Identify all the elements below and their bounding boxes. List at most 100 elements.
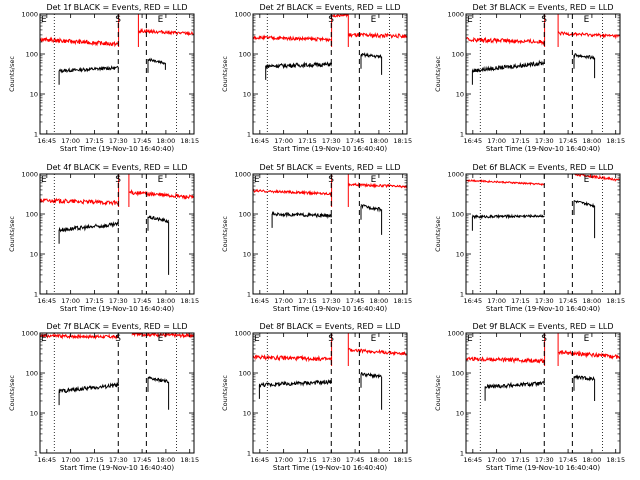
x-tick-label: 17:15	[298, 297, 317, 305]
y-tick-label: 1000	[447, 171, 464, 179]
x-tick-label: 16:45	[37, 456, 56, 464]
x-axis-label: Start Time (19-Nov-10 16:40:40)	[60, 305, 174, 313]
y-tick-label: 100	[26, 370, 38, 378]
x-tick-label: 17:15	[85, 297, 104, 305]
x-tick-label: 17:00	[487, 456, 506, 464]
y-axis-label: Counts/sec	[434, 216, 442, 252]
plot-area	[40, 333, 194, 410]
chart-panel-9: Det 9f BLACK = Events, RED = LLD E S E 16:45…	[434, 322, 625, 472]
x-tick-label: 16:45	[463, 456, 482, 464]
x-tick-label: 17:00	[274, 456, 293, 464]
x-axis-label: Start Time (19-Nov-10 16:40:40)	[60, 464, 174, 472]
y-tick-label: 1	[460, 291, 464, 299]
x-tick-label: 17:45	[559, 137, 578, 145]
interval-marker: S	[328, 175, 334, 185]
y-tick-label: 1	[247, 131, 251, 139]
x-tick-label: 17:45	[559, 297, 578, 305]
y-tick-label: 1000	[234, 11, 251, 19]
y-tick-label: 100	[26, 51, 38, 59]
series-line-events	[58, 375, 170, 410]
series-line-events	[471, 53, 596, 85]
interval-marker: E	[467, 15, 473, 25]
x-tick-label: 17:00	[61, 137, 80, 145]
x-tick-label: 17:15	[298, 137, 317, 145]
interval-marker: S	[328, 334, 334, 344]
y-tick-label: 100	[452, 211, 464, 219]
x-tick-label: 17:15	[511, 456, 530, 464]
y-tick-label: 100	[239, 370, 251, 378]
interval-marker: S	[115, 334, 121, 344]
chart-panel-8: Det 8f BLACK = Events, RED = LLD E S E 16:45…	[221, 322, 412, 472]
x-tick-label: 18:15	[393, 456, 412, 464]
x-tick-label: 16:45	[463, 137, 482, 145]
x-tick-label: 17:15	[511, 297, 530, 305]
axes-frame	[252, 13, 408, 135]
chart-title: Det 3f BLACK = Events, RED = LLD	[472, 3, 613, 12]
x-tick-label: 17:00	[61, 297, 80, 305]
series-line-events	[58, 215, 170, 275]
interval-marker: S	[541, 15, 547, 25]
series-line-lld	[253, 14, 407, 47]
x-tick-label: 18:15	[393, 137, 412, 145]
series-line-lld	[466, 174, 620, 186]
y-axis-label: Counts/sec	[8, 56, 16, 92]
y-tick-label: 1	[247, 291, 251, 299]
plot-area	[40, 174, 194, 275]
x-tick-label: 18:15	[180, 456, 199, 464]
x-tick-label: 17:30	[322, 456, 341, 464]
x-tick-label: 17:30	[535, 297, 554, 305]
x-tick-label: 17:15	[298, 456, 317, 464]
y-tick-label: 10	[456, 251, 464, 259]
y-tick-label: 100	[239, 51, 251, 59]
x-tick-label: 18:15	[393, 297, 412, 305]
plot-area	[253, 174, 407, 235]
x-tick-label: 18:00	[157, 456, 176, 464]
y-tick-label: 10	[30, 410, 38, 418]
y-axis-label: Counts/sec	[8, 375, 16, 411]
series-line-events	[484, 374, 596, 401]
axes-frame	[465, 332, 621, 454]
interval-marker: E	[584, 334, 590, 344]
interval-marker: E	[158, 175, 164, 185]
interval-marker: E	[584, 15, 590, 25]
x-tick-label: 17:00	[487, 137, 506, 145]
chart-panel-6: Det 6f BLACK = Events, RED = LLD E 16:45 17…	[434, 163, 625, 313]
interval-marker: E	[467, 334, 473, 344]
x-tick-label: 16:45	[37, 297, 56, 305]
y-tick-label: 10	[456, 410, 464, 418]
y-tick-label: 1	[34, 450, 38, 458]
chart-title: Det 7f BLACK = Events, RED = LLD	[46, 322, 187, 331]
interval-marker: E	[254, 175, 260, 185]
x-tick-label: 18:00	[370, 137, 389, 145]
axes-frame	[39, 332, 195, 454]
y-tick-label: 100	[239, 211, 251, 219]
chart-title: Det 9f BLACK = Events, RED = LLD	[472, 322, 613, 331]
y-axis-label: Counts/sec	[221, 375, 229, 411]
chart-panel-4: Det 4f BLACK = Events, RED = LLD E S E 16:45…	[8, 163, 199, 313]
interval-marker: E	[41, 15, 47, 25]
y-tick-label: 10	[456, 91, 464, 99]
x-tick-label: 16:45	[37, 137, 56, 145]
interval-marker: S	[328, 15, 334, 25]
series-line-lld	[40, 174, 194, 207]
interval-marker: E	[371, 15, 377, 25]
x-axis-label: Start Time (19-Nov-10 16:40:40)	[60, 145, 174, 153]
y-tick-label: 1	[34, 291, 38, 299]
series-line-lld	[466, 333, 620, 366]
y-tick-label: 1000	[234, 171, 251, 179]
y-tick-label: 1	[460, 450, 464, 458]
x-tick-label: 17:30	[322, 297, 341, 305]
x-tick-label: 17:30	[535, 137, 554, 145]
axes-frame	[465, 173, 621, 295]
interval-marker: E	[371, 334, 377, 344]
chart-title: Det 4f BLACK = Events, RED = LLD	[46, 163, 187, 172]
y-tick-label: 100	[452, 51, 464, 59]
y-tick-label: 1	[460, 131, 464, 139]
y-tick-label: 1000	[447, 330, 464, 338]
y-tick-label: 1000	[21, 330, 38, 338]
x-tick-label: 18:00	[157, 137, 176, 145]
chart-title: Det 5f BLACK = Events, RED = LLD	[259, 163, 400, 172]
y-axis-label: Counts/sec	[8, 216, 16, 252]
